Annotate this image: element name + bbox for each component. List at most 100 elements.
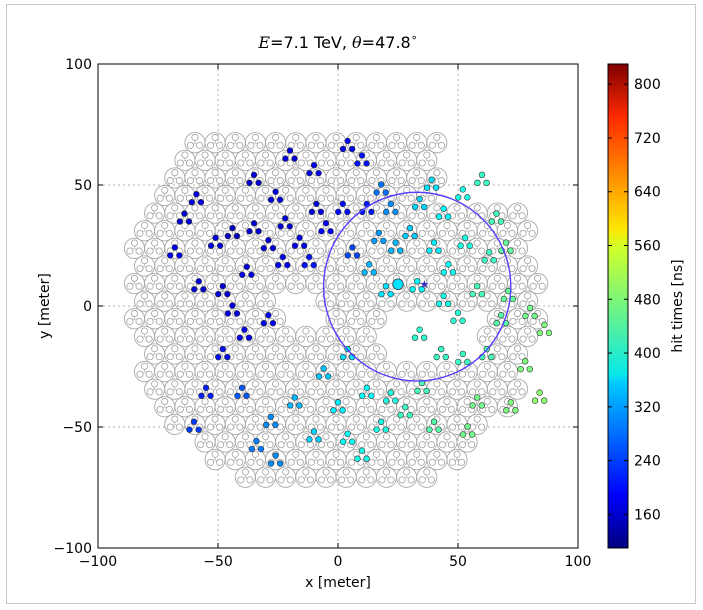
tank-marker [519,229,527,237]
hit-marker [373,426,380,433]
tank-marker [287,423,295,431]
tank-marker [221,362,229,370]
hit-marker [414,387,421,395]
detector-station [396,360,418,383]
detector-station [456,220,478,242]
hit-marker [430,418,438,425]
detector-station [134,325,156,347]
detector-station [305,132,327,154]
tank-marker [136,229,144,237]
tank-marker [488,370,496,378]
tank-marker [282,468,290,476]
tank-marker [201,186,209,194]
hit-marker [536,389,543,396]
tank-marker [155,247,163,255]
tank-marker [136,335,144,343]
tank-marker [538,282,546,290]
tank-marker [227,212,235,220]
hit-marker [406,411,413,419]
hit-marker [435,426,442,433]
station-ring [527,272,549,295]
tank-marker [489,282,497,290]
detector-station [305,237,327,259]
tank-marker [151,380,159,388]
x-axis-label: x [meter] [305,575,371,591]
tank-marker [368,177,376,185]
tank-marker [433,133,441,141]
tank-marker [327,335,335,343]
tank-marker [433,450,441,458]
tank-marker [393,133,401,141]
tank-marker [247,423,255,431]
detector-station [275,466,297,488]
tank-marker [388,177,396,185]
tank-marker [206,265,214,273]
tank-marker [459,441,467,449]
tank-marker [509,212,517,220]
tank-marker [413,450,421,458]
tank-marker [207,317,215,325]
tank-marker [231,239,239,247]
detector-station [335,466,357,488]
tank-marker [337,423,345,431]
tank-marker [513,380,522,388]
hit-marker [444,213,452,220]
hit-marker [507,399,514,406]
hit-marker [233,232,241,240]
tank-marker [161,292,169,300]
hit-marker [317,208,325,216]
tank-marker [191,169,199,177]
station-ring [254,290,277,312]
colorbar-tick-label: 320 [634,400,661,416]
tank-marker [337,458,345,466]
tank-marker [377,353,385,361]
tank-marker [297,335,305,343]
tank-marker [342,327,350,335]
tank-marker [519,300,527,308]
detector-station [134,220,156,242]
tank-marker [175,177,183,185]
tank-marker [382,221,391,229]
tank-marker [463,397,471,406]
tank-marker [453,274,461,282]
tank-marker [126,317,134,325]
tank-marker [332,450,340,458]
tank-marker [427,476,435,484]
detector-station [486,272,508,295]
tank-marker [176,370,184,378]
hit-marker [382,426,389,433]
tank-marker [408,212,416,220]
tank-marker [417,141,425,149]
tank-marker [518,212,526,220]
tank-marker [175,353,183,361]
tank-marker [438,405,446,413]
tank-marker [216,141,224,149]
tank-marker [372,450,380,458]
tank-marker [357,423,365,431]
hit-marker [197,198,205,206]
tank-marker [216,317,224,325]
hit-marker [257,445,265,453]
tank-marker [277,229,285,237]
tank-marker [388,458,396,466]
tank-marker [362,468,370,476]
colorbar-tick-label: 800 [634,77,661,93]
tank-marker [524,257,532,265]
hit-marker [455,358,462,366]
tank-marker [317,476,325,484]
tank-marker [417,212,425,220]
detector-station [244,308,266,330]
tank-marker [186,212,194,220]
hit-marker [195,426,202,433]
hit-marker [224,290,231,298]
hit-marker [454,309,462,316]
tank-marker [397,141,405,149]
tank-marker [469,247,477,255]
hit-marker [276,196,284,203]
tank-marker [332,169,340,177]
tank-marker [463,292,471,300]
tank-marker [276,282,284,290]
hit-marker [248,271,255,278]
tank-marker [503,327,511,335]
hit-marker [378,290,385,298]
